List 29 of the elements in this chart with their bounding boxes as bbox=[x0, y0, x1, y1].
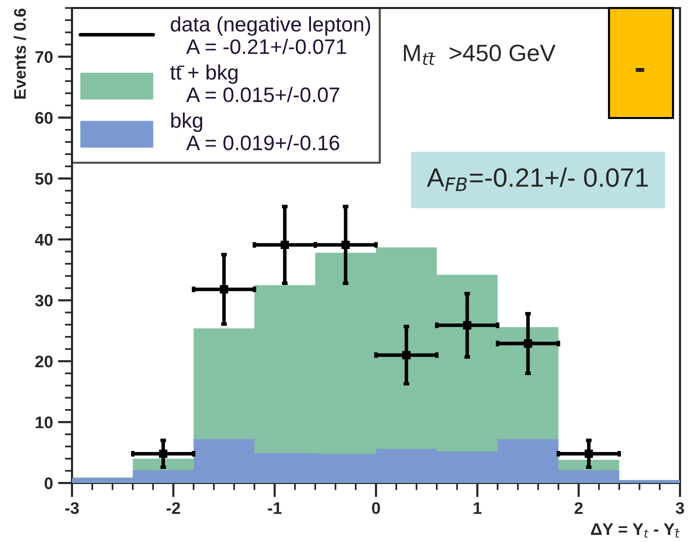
point bbox=[584, 450, 593, 458]
point bbox=[402, 350, 411, 360]
x-tick-label: -3 bbox=[65, 502, 79, 514]
y-tick-label: 20 bbox=[35, 356, 53, 368]
x-tick-label: -1 bbox=[268, 502, 282, 514]
annotation: - bbox=[636, 68, 644, 72]
point bbox=[524, 339, 532, 348]
y-tick-label: 60 bbox=[35, 112, 53, 124]
point bbox=[463, 321, 472, 330]
legend-label: bkg A = 0.019+/-0.16 bbox=[171, 112, 340, 150]
x-tick-label: 1 bbox=[474, 502, 482, 514]
x-tick-label: 2 bbox=[574, 502, 583, 514]
x-tick-label: 0 bbox=[372, 502, 380, 514]
y-tick-label: 0 bbox=[44, 477, 53, 490]
point bbox=[280, 240, 289, 250]
point bbox=[341, 240, 350, 250]
y-tick-label: 10 bbox=[36, 416, 53, 428]
annotation: A$_{FB}$=-0.21+/- 0.071 bbox=[426, 168, 648, 192]
point bbox=[159, 450, 168, 458]
annotation: M$_{tt̄}$ >450 GeV bbox=[404, 44, 556, 65]
point bbox=[220, 285, 228, 294]
y-tick-label: 50 bbox=[35, 172, 53, 185]
x-tick-label: 3 bbox=[676, 502, 684, 514]
y-tick-label: 70 bbox=[35, 51, 53, 63]
y-axis-title: Events / 0.6 bbox=[14, 8, 26, 99]
y-tick-label: 30 bbox=[35, 294, 53, 307]
x-axis-title: ΔY = Y$_{t}$ - Y$_{t̄}$ bbox=[591, 523, 680, 538]
x-tick-label: -2 bbox=[166, 502, 180, 514]
y-tick-label: 40 bbox=[34, 234, 53, 246]
